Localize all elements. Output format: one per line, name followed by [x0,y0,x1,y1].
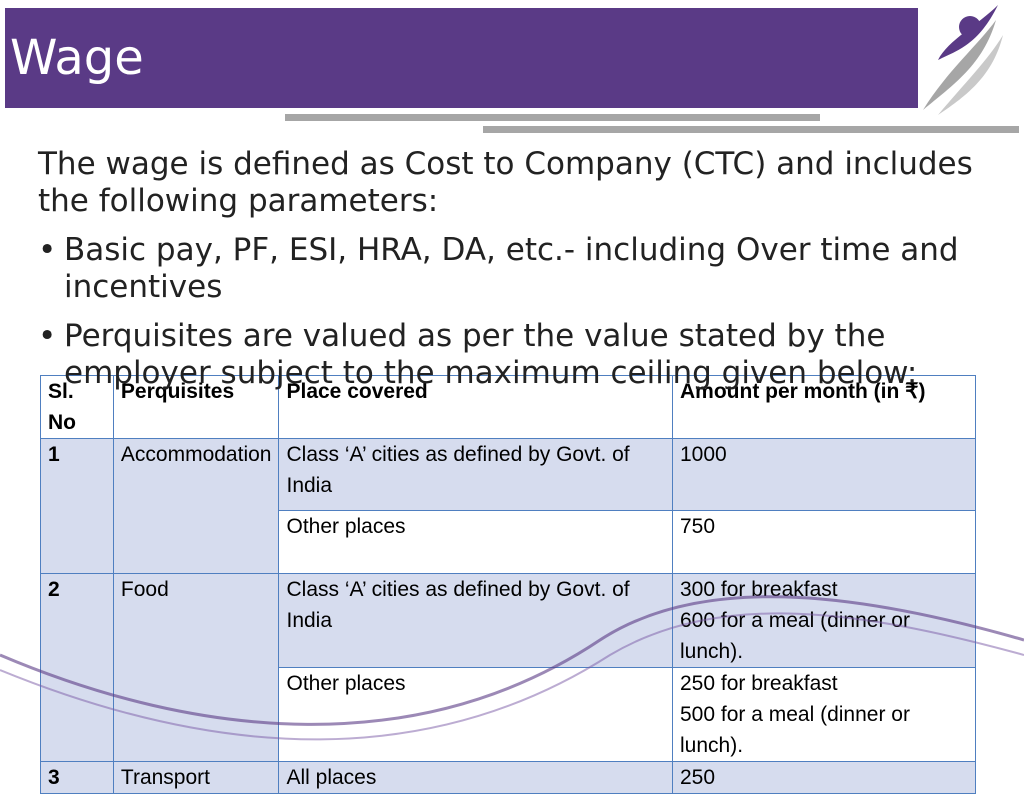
amount-line: 500 for a meal (dinner or lunch). [680,703,910,757]
intro: The wage is defined as Cost to Company (… [38,146,973,219]
slide: Wage The wage is defined as Cost to Comp… [0,0,1024,768]
rule [285,114,820,121]
title-bar [5,8,918,108]
amount: 250 [672,761,976,794]
amount: 250 for breakfast 500 for a meal (dinner … [672,667,976,762]
slide-title: Wage [10,30,144,86]
table-row: 3 Transport All places 250 [40,761,976,794]
place: Class ‘A’ cities as defined by Govt. of … [278,438,673,511]
table-row: 2 Food Class ‘A’ cities as defined by Govt… [40,573,976,762]
place: Other places [278,667,673,762]
amount-line: 300 for breakfast [680,578,838,601]
amount: 300 for breakfast 600 for a meal (dinner … [672,573,976,668]
perquisite: Accommodation [112,438,280,574]
serial-number: 2 [40,573,114,762]
logo [923,5,1003,115]
place: Class ‘A’ cities as defined by Govt. of … [278,573,673,668]
amount-line: 750 [680,515,716,538]
table-row: 1 Accommodation Class ‘A’ cities as define… [40,438,976,574]
place: Other places [278,510,673,574]
perquisite-table: Sl. No Perquisites Place covered Amount per… [40,375,976,794]
amount-line: 600 for a meal (dinner or lunch). [680,609,910,663]
amount-line: 250 [680,766,716,789]
amount: 1000 [672,438,976,511]
perquisite: Transport [112,761,280,794]
place: All places [278,761,673,794]
body-text: The wage is defined as Cost to Company (… [38,146,998,404]
serial-number: 3 [40,761,114,794]
amount-line: 250 for breakfast [680,672,838,695]
amount: 750 [672,510,976,574]
bullet: Basic pay, PF, ESI, HRA, DA, etc.- inclu… [38,232,998,306]
rule [483,126,1019,133]
serial-number: 1 [40,438,114,574]
bullet: Perquisites are valued as per the value … [38,318,998,392]
amount-line: 1000 [680,443,727,466]
perquisite: Food [112,573,280,762]
table-row: Other places 750 [41,510,976,574]
